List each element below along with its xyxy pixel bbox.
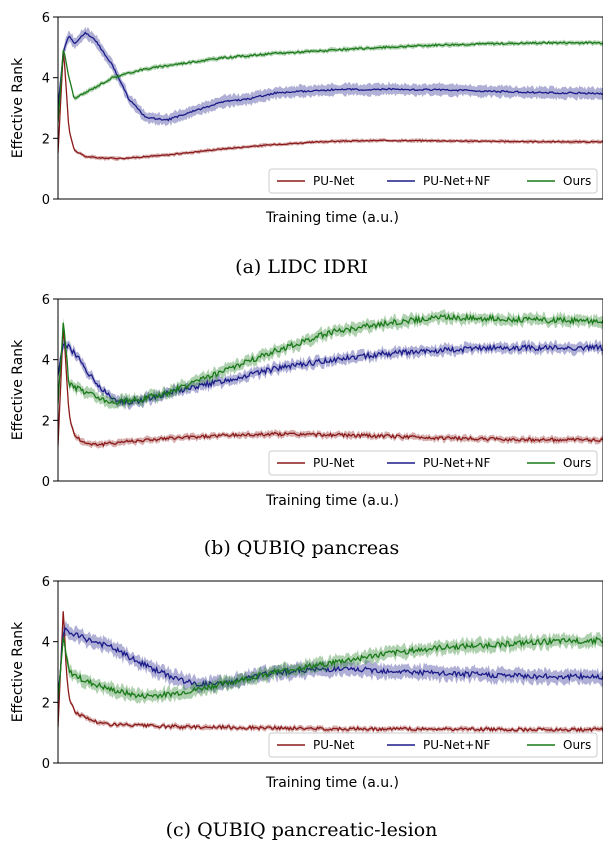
series-line-pu-net-nf xyxy=(58,31,603,122)
series-band-ours xyxy=(58,309,603,410)
legend-label: PU-Net+NF xyxy=(423,738,490,752)
series-band-pu-net xyxy=(58,325,603,450)
chart-panel-2: 0 2 4 6 Effective Rank Training time (a.u.) PU… xyxy=(10,293,603,559)
legend-box xyxy=(268,450,598,476)
series-line-ours xyxy=(58,40,603,124)
y-tick-label: 2 xyxy=(42,414,50,429)
plot-area xyxy=(58,609,603,735)
axes-frame xyxy=(57,580,603,764)
legend: PU-Net PU-Net+NF Ours xyxy=(268,450,598,476)
figure-caption: (a) LIDC IDRI xyxy=(235,256,368,278)
legend-label: PU-Net+NF xyxy=(423,174,490,188)
x-axis-label: Training time (a.u.) xyxy=(265,210,399,226)
series-band-pu-net-nf xyxy=(58,338,603,411)
plot-area xyxy=(58,309,603,450)
y-tick-label: 0 xyxy=(42,757,50,772)
series-line-pu-net xyxy=(58,328,603,448)
series-line-ours xyxy=(58,312,603,406)
axes-frame xyxy=(57,16,603,200)
y-tick-label: 6 xyxy=(42,11,50,26)
legend-label: Ours xyxy=(563,174,591,188)
legend-label: PU-Net xyxy=(313,456,355,470)
legend-box xyxy=(268,732,598,758)
series-line-ours xyxy=(58,636,603,701)
y-tick-label: 6 xyxy=(42,575,50,590)
y-tick-label: 6 xyxy=(42,293,50,308)
axes-frame xyxy=(57,298,603,482)
y-tick-label: 4 xyxy=(42,636,50,651)
plot-area xyxy=(58,26,603,162)
chart-panel-3: 0 2 4 6 Effective Rank Training time (a.u.) PU… xyxy=(10,575,603,841)
legend-label: Ours xyxy=(563,738,591,752)
legend-label: PU-Net xyxy=(313,174,355,188)
x-axis-label: Training time (a.u.) xyxy=(265,775,399,791)
legend: PU-Net PU-Net+NF Ours xyxy=(268,168,598,194)
legend-box xyxy=(268,168,598,194)
y-tick-label: 4 xyxy=(42,72,50,87)
y-tick-label: 2 xyxy=(42,132,50,147)
series-band-ours xyxy=(58,39,603,126)
legend-label: PU-Net xyxy=(313,738,355,752)
series-line-pu-net xyxy=(58,611,603,733)
y-axis-label: Effective Rank xyxy=(10,57,26,158)
x-axis-label: Training time (a.u.) xyxy=(265,493,399,509)
y-tick-label: 4 xyxy=(42,354,50,369)
chart-panel-1: 0 2 4 6 Effective Rank Training time (a.u.) PU… xyxy=(10,11,603,278)
legend: PU-Net PU-Net+NF Ours xyxy=(268,732,598,758)
figure-caption: (c) QUBIQ pancreatic-lesion xyxy=(166,819,438,841)
y-tick-label: 2 xyxy=(42,696,50,711)
series-line-pu-net xyxy=(58,52,603,160)
series-band-pu-net-nf xyxy=(58,620,603,709)
y-tick-label: 0 xyxy=(42,475,50,490)
series-line-pu-net-nf xyxy=(58,626,603,702)
legend-label: PU-Net+NF xyxy=(423,456,490,470)
figure-caption: (b) QUBIQ pancreas xyxy=(204,537,399,559)
series-line-pu-net-nf xyxy=(58,342,603,406)
legend-label: Ours xyxy=(563,456,591,470)
y-axis-label: Effective Rank xyxy=(10,621,26,722)
y-axis-label: Effective Rank xyxy=(10,339,26,440)
y-tick-label: 0 xyxy=(42,193,50,208)
